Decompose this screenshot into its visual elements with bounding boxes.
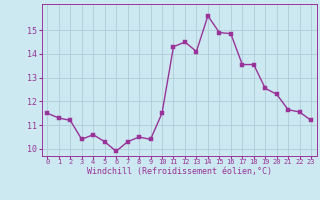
X-axis label: Windchill (Refroidissement éolien,°C): Windchill (Refroidissement éolien,°C) <box>87 167 272 176</box>
